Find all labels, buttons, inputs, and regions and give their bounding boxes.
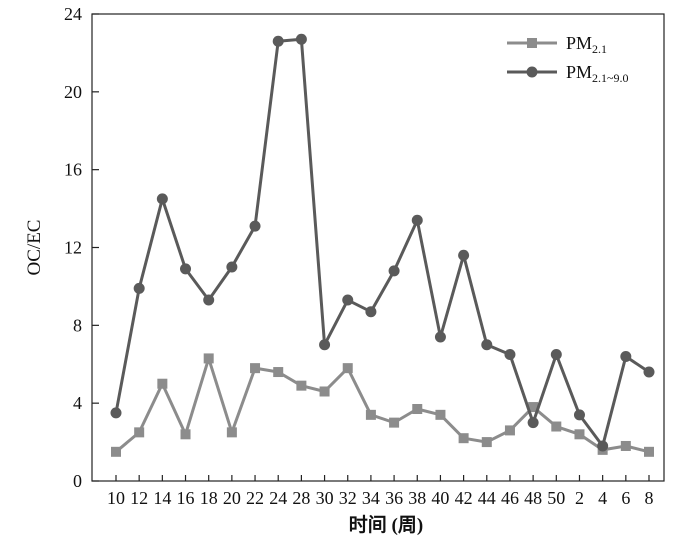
series-1-point xyxy=(551,421,562,432)
series-2-point xyxy=(133,282,145,294)
series-1-point xyxy=(412,404,423,415)
x-tick-label: 30 xyxy=(316,488,334,508)
series-2-point xyxy=(295,33,307,45)
x-tick-label: 36 xyxy=(385,488,403,508)
x-tick-label: 38 xyxy=(408,488,426,508)
x-tick-label: 10 xyxy=(107,488,125,508)
series-1-point xyxy=(481,437,492,448)
series-2-point xyxy=(527,417,539,429)
series-2-point xyxy=(365,306,377,318)
series-2-point xyxy=(272,35,284,47)
y-tick-label: 12 xyxy=(64,238,82,258)
y-axis: 0 4 8 12 16 20 24 xyxy=(64,4,99,491)
series-1-point xyxy=(226,427,237,438)
legend-label-1: PM2.1 xyxy=(566,33,607,56)
series-1-point xyxy=(134,427,145,438)
series-1-line xyxy=(115,356,650,454)
y-tick-label: 8 xyxy=(73,315,82,335)
x-axis: 10 12 14 16 18 20 22 24 28 30 32 34 36 38 40 42 44 46 48 50… xyxy=(107,475,654,508)
legend-marker-1 xyxy=(527,38,537,48)
series-2-line xyxy=(114,37,650,448)
series-2-point xyxy=(156,193,168,205)
x-tick-label: 24 xyxy=(269,488,287,508)
x-tick-label: 44 xyxy=(478,488,496,508)
y-tick-label: 0 xyxy=(73,471,82,491)
legend-label-2: PM2.1~9.0 xyxy=(566,62,629,85)
series-2-point xyxy=(180,263,192,275)
series-layer xyxy=(110,33,655,457)
series-1-point xyxy=(644,446,654,457)
x-tick-label: 34 xyxy=(362,488,380,508)
x-tick-label: 22 xyxy=(246,488,264,508)
x-tick-label: 50 xyxy=(547,488,565,508)
series-1 xyxy=(111,353,654,457)
series-2-point xyxy=(249,220,261,232)
series-2-point xyxy=(481,339,493,351)
series-2-point xyxy=(597,440,609,452)
series-2-point xyxy=(203,294,215,306)
series-1-point xyxy=(250,363,261,374)
series-1-point xyxy=(389,417,400,428)
series-1-point xyxy=(504,425,515,436)
y-tick-label: 16 xyxy=(64,160,82,180)
series-2-point xyxy=(226,261,238,273)
x-tick-label: 32 xyxy=(339,488,357,508)
series-2 xyxy=(110,33,655,452)
x-axis-title: 时间 (周) xyxy=(349,514,423,536)
x-tick-label: 4 xyxy=(598,488,607,508)
series-2-point xyxy=(620,350,632,362)
series-1-point xyxy=(296,380,307,391)
series-1-point xyxy=(528,402,539,413)
x-tick-label: 46 xyxy=(501,488,519,508)
series-2-point xyxy=(411,214,423,226)
legend-marker-2 xyxy=(526,66,538,78)
x-tick-label: 16 xyxy=(177,488,195,508)
x-tick-label: 20 xyxy=(223,488,241,508)
series-1-point xyxy=(435,409,446,420)
series-1-point xyxy=(111,446,121,457)
series-1-point xyxy=(458,433,469,444)
x-tick-label: 14 xyxy=(153,488,171,508)
x-tick-label: 48 xyxy=(524,488,542,508)
x-tick-label: 12 xyxy=(130,488,148,508)
series-2-point xyxy=(550,349,562,361)
series-1-point xyxy=(203,353,214,364)
series-2-point xyxy=(342,294,354,306)
x-tick-label: 6 xyxy=(621,488,630,508)
series-1-point xyxy=(342,363,353,374)
series-2-point xyxy=(434,331,446,343)
x-tick-label: 42 xyxy=(455,488,473,508)
x-tick-label: 2 xyxy=(575,488,584,508)
x-tick-label: 8 xyxy=(645,488,654,508)
series-1-point xyxy=(180,429,191,440)
series-1-point xyxy=(574,429,585,440)
series-2-point xyxy=(458,249,470,261)
x-tick-label: 28 xyxy=(292,488,310,508)
series-1-point xyxy=(365,409,376,420)
y-tick-label: 20 xyxy=(64,82,82,102)
series-2-point xyxy=(643,366,655,378)
series-2-point xyxy=(573,409,585,421)
series-1-point xyxy=(157,378,168,389)
series-1-point xyxy=(273,367,284,378)
y-tick-label: 24 xyxy=(64,4,82,24)
y-axis-title: OC/EC xyxy=(24,220,45,276)
legend: PM2.1 PM2.1~9.0 xyxy=(507,33,629,85)
series-2-point xyxy=(110,407,122,419)
y-tick-label: 4 xyxy=(73,393,82,413)
series-1-point xyxy=(620,440,631,451)
series-2-point xyxy=(504,349,516,361)
x-tick-label: 18 xyxy=(200,488,218,508)
x-tick-label: 40 xyxy=(431,488,449,508)
series-2-point xyxy=(388,265,400,277)
series-1-point xyxy=(319,386,330,397)
series-2-point xyxy=(319,339,331,351)
